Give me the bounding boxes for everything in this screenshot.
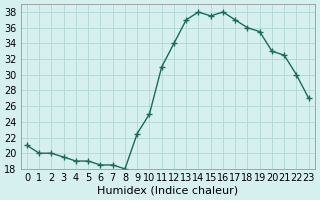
X-axis label: Humidex (Indice chaleur): Humidex (Indice chaleur)	[97, 186, 238, 196]
